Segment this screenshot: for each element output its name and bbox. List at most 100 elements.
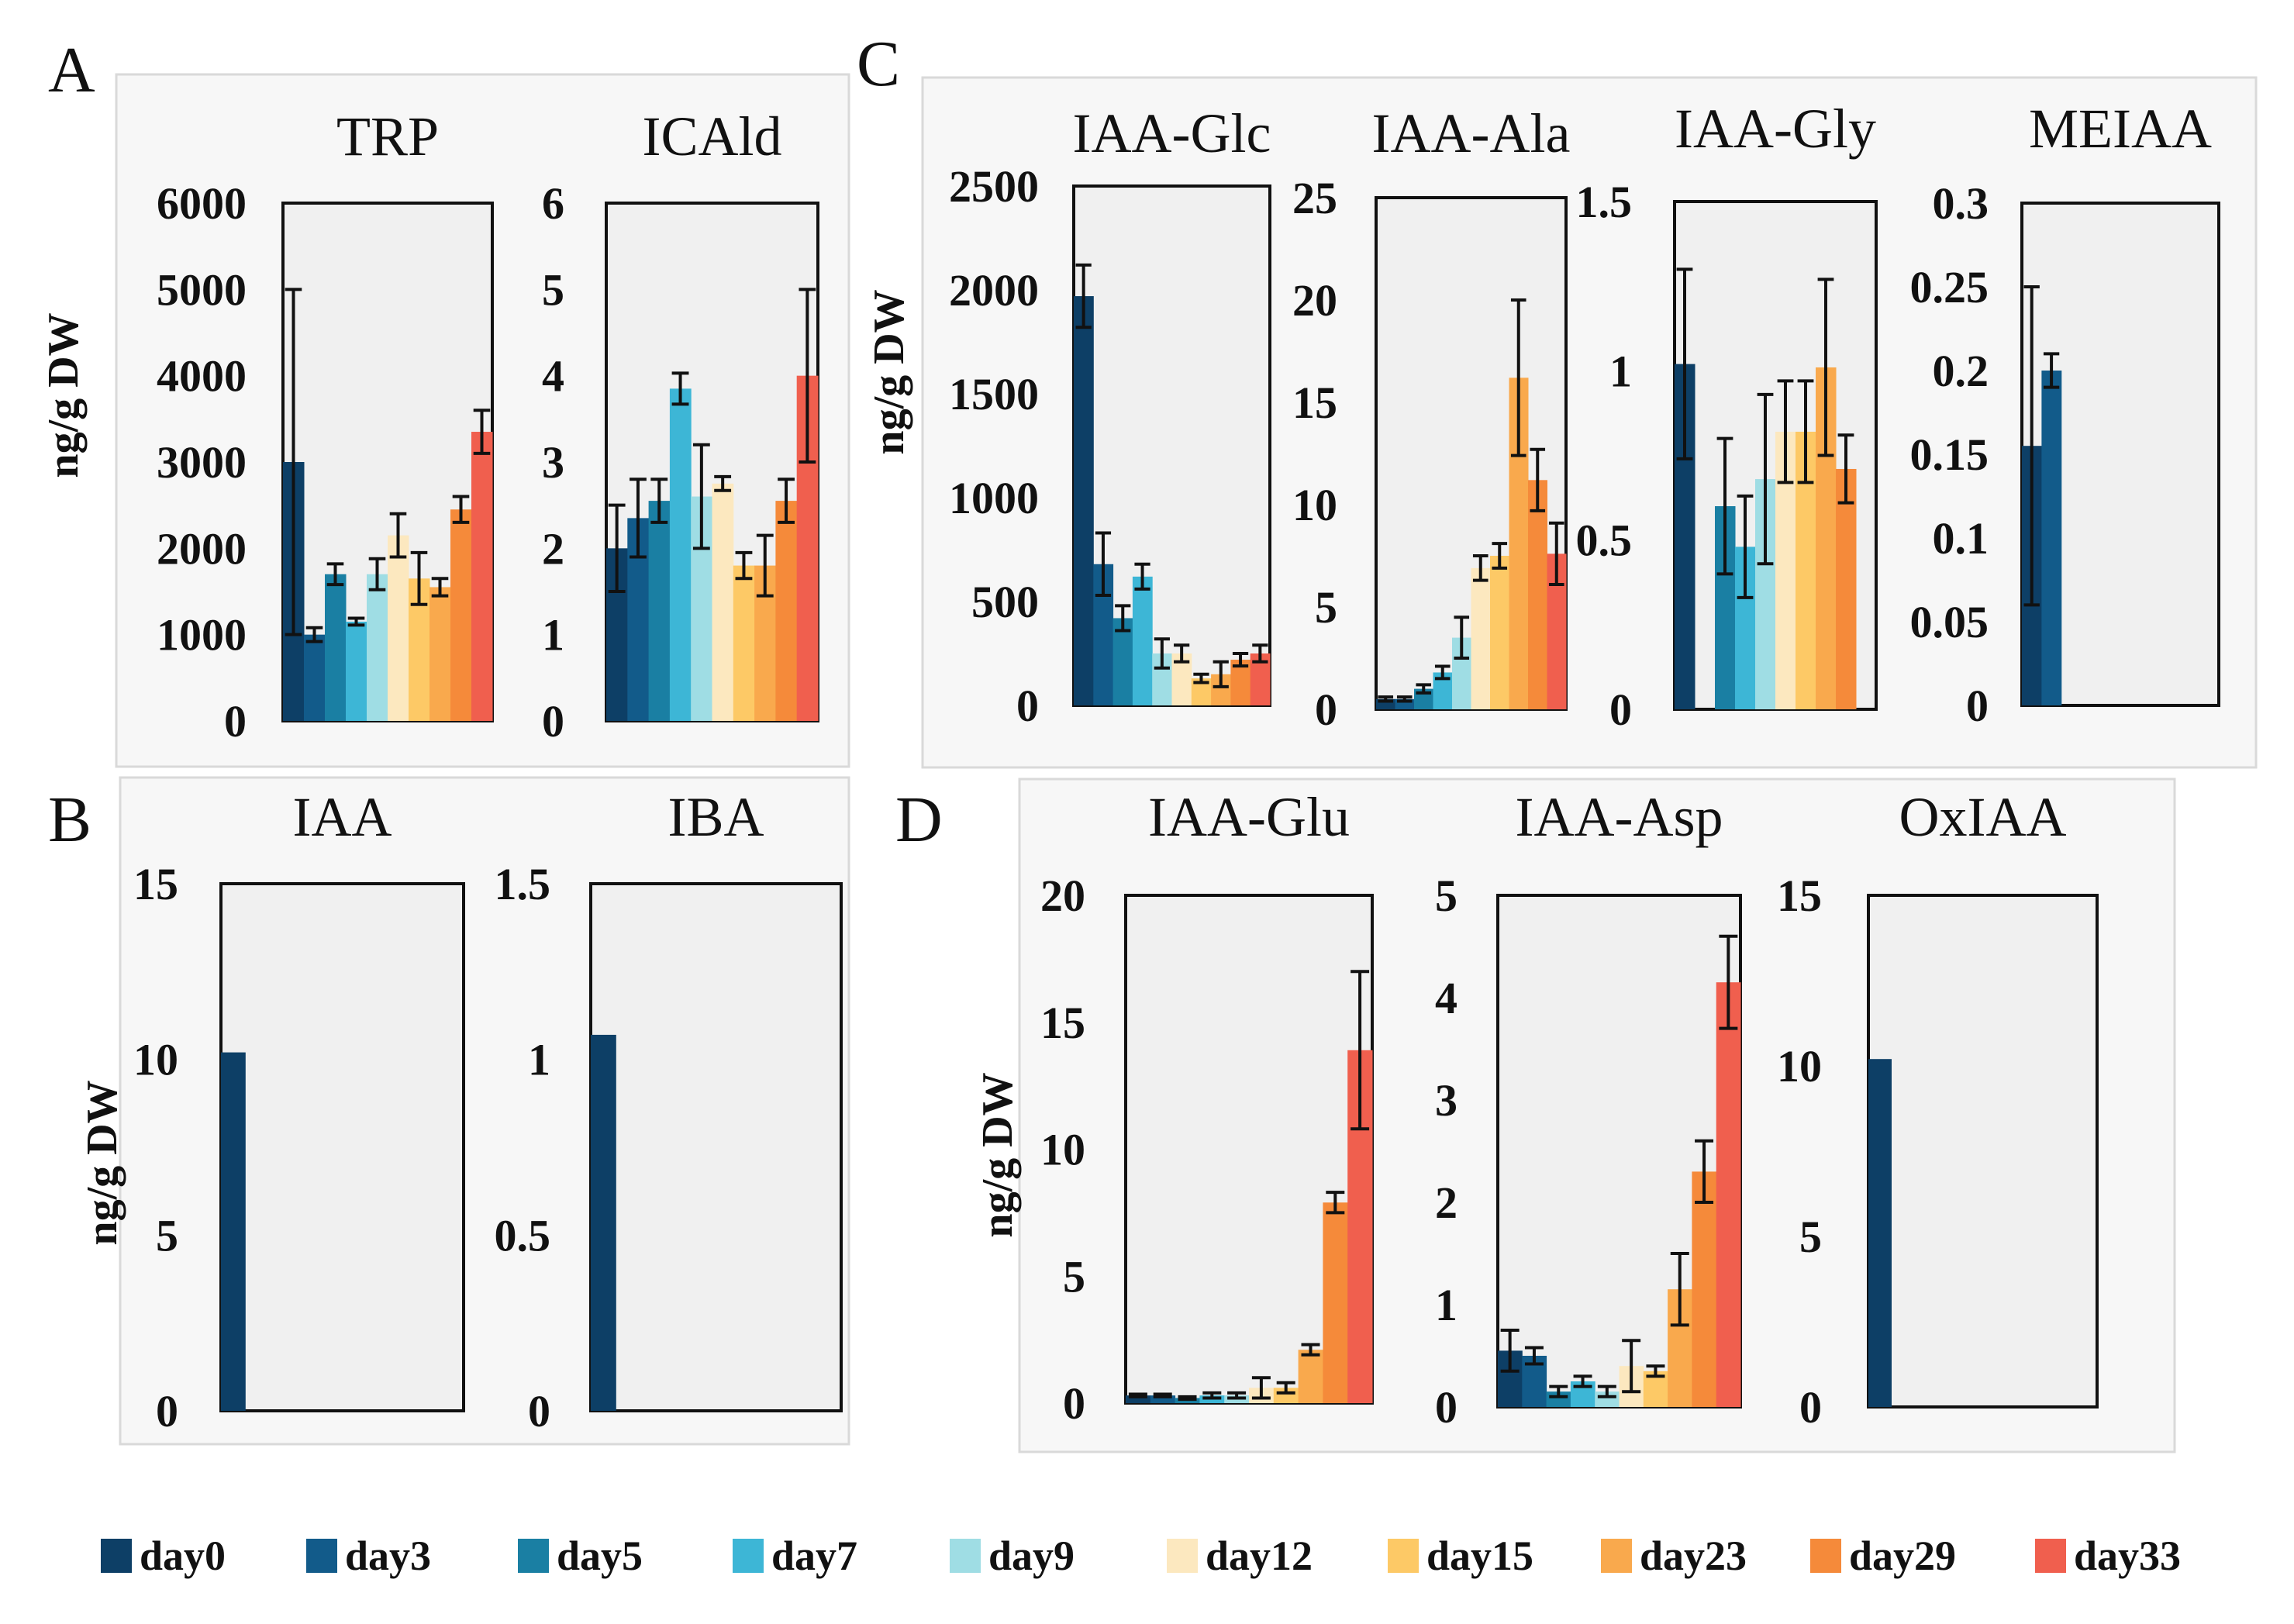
legend-label-day33: day33	[2074, 1533, 2181, 1579]
trp-errorbar-day0	[285, 288, 302, 636]
iaa-asp-ytick-label: 5	[1435, 871, 1457, 921]
icald-bar-day29	[775, 501, 798, 721]
trp-ytick-label: 3000	[157, 437, 247, 488]
iaa-gly-errorbar-day9	[1757, 392, 1774, 566]
oxiaa-bar-day0	[1868, 1059, 1892, 1407]
iaa-glu-errorbar-day5	[1178, 1395, 1197, 1402]
trp-ytick-label: 0	[224, 696, 247, 746]
iaa-glc-errorbar-day7	[1134, 562, 1150, 591]
iaa-glc-ytick-label: 2000	[949, 265, 1039, 315]
trp-ytick-label: 5000	[157, 264, 247, 315]
legend-swatch-day3	[306, 1539, 337, 1573]
iaa-ytick-label: 5	[156, 1210, 178, 1260]
meiaa-ytick-label: 0.15	[1910, 429, 1989, 480]
meiaa-errorbar-day3	[2043, 352, 2060, 389]
iba-plot-area	[589, 882, 843, 1412]
meiaa-chart: MEIAA 0 0.05 0.1 0.15 0.2 0.25 0.3	[1910, 98, 2220, 731]
meiaa-ytick-label: 0.05	[1910, 597, 1989, 647]
iaa-glu-errorbar-day0	[1128, 1392, 1147, 1398]
legend-label-day3: day3	[345, 1533, 431, 1579]
iaa-asp-errorbar-day3	[1524, 1346, 1544, 1366]
trp-errorbar-day12	[389, 512, 407, 559]
icald-errorbar-day15	[735, 550, 753, 581]
trp-title: TRP	[336, 105, 439, 167]
legend-item-day7: day7	[733, 1533, 857, 1579]
icald-errorbar-day29	[778, 478, 795, 524]
iaa-asp-ytick-label: 0	[1435, 1382, 1457, 1433]
oxiaa-plot-area	[1867, 894, 2099, 1409]
iaa-glu-errorbar-day9	[1227, 1391, 1247, 1400]
trp-ytick-label: 6000	[157, 178, 247, 229]
iaa-glu-chart: IAA-Glu 0 5 10 15 20 ng/g DW	[974, 786, 1374, 1429]
iaa-ala-errorbar-day5	[1416, 683, 1432, 695]
legend-item-day5: day5	[518, 1533, 643, 1579]
iaa-gly-errorbar-day23	[1817, 278, 1834, 457]
iaa-ala-errorbar-day9	[1454, 615, 1470, 660]
legend-label-day9: day9	[988, 1533, 1075, 1579]
iaa-glu-errorbar-day7	[1202, 1391, 1222, 1400]
legend-swatch-day23	[1601, 1539, 1632, 1573]
iaa-ala-ytick-label: 25	[1292, 173, 1337, 223]
iaa-glc-bar-day7	[1132, 576, 1153, 705]
panel-letter-a: A	[48, 34, 95, 106]
iaa-glu-bar-day3	[1150, 1395, 1176, 1403]
legend-item-day23: day23	[1601, 1533, 1747, 1579]
legend-item-day33: day33	[2035, 1533, 2181, 1579]
iaa-glu-title: IAA-Glu	[1148, 786, 1350, 848]
iaa-ala-errorbar-day3	[1396, 695, 1413, 703]
iba-ytick-label: 0.5	[495, 1210, 551, 1260]
trp-chart: TRP 0 1000 2000 3000 4000 5000 6000 ng/g DW	[40, 105, 494, 746]
oxiaa-ytick-label: 10	[1777, 1041, 1822, 1091]
trp-ytick-label: 4000	[157, 351, 247, 402]
iaa-glc-ytick-label: 500	[971, 577, 1039, 627]
iaa-asp-errorbar-day33	[1719, 934, 1738, 1030]
legend-item-day12: day12	[1167, 1533, 1313, 1579]
iaa-gly-errorbar-day7	[1737, 494, 1754, 599]
iaa-glc-errorbar-day9	[1154, 637, 1170, 670]
legend-label-day0: day0	[140, 1533, 226, 1579]
legend-label-day12: day12	[1206, 1533, 1313, 1579]
iaa-gly-errorbar-day5	[1716, 436, 1733, 576]
iaa-glu-errorbar-day33	[1351, 970, 1370, 1131]
iaa-ylabel: ng/g DW	[78, 1080, 126, 1245]
iaa-glc-errorbar-day0	[1075, 263, 1092, 329]
iaa-asp-bar-day33	[1716, 982, 1741, 1407]
iaa-glc-errorbar-day3	[1095, 531, 1112, 597]
trp-errorbar-day7	[347, 616, 365, 627]
meiaa-ytick-label: 0.3	[1933, 178, 1989, 229]
panel-letter-b: B	[48, 784, 91, 856]
iaa-ala-bar-day15	[1490, 556, 1509, 709]
icald-errorbar-day33	[799, 288, 816, 464]
iaa-ala-ytick-label: 5	[1315, 582, 1337, 633]
iaa-gly-ytick-label: 1.5	[1576, 177, 1633, 227]
iaa-title: IAA	[293, 786, 392, 848]
legend-label-day29: day29	[1849, 1533, 1956, 1579]
icald-ytick-label: 6	[542, 178, 564, 229]
legend-item-day3: day3	[306, 1533, 431, 1579]
iaa-asp-errorbar-day15	[1646, 1364, 1665, 1378]
iaa-gly-ytick-label: 0	[1609, 684, 1632, 735]
iaa-asp-errorbar-day5	[1549, 1384, 1568, 1398]
iaa-ala-errorbar-day33	[1548, 521, 1564, 586]
icald-bar-day7	[669, 388, 692, 721]
iaa-glu-errorbar-day12	[1251, 1376, 1271, 1400]
iaa-glc-errorbar-day29	[1232, 652, 1249, 668]
iaa-gly-errorbar-day0	[1676, 267, 1693, 460]
iaa-asp-ytick-label: 4	[1435, 973, 1457, 1023]
iaa-glu-ytick-label: 5	[1063, 1251, 1085, 1302]
iaa-glc-ytick-label: 0	[1016, 681, 1039, 731]
iaa-ala-chart: IAA-Ala 0 5 10 15 20 25	[1292, 102, 1570, 735]
iaa-asp-chart: IAA-Asp 0 1 2 3 4 5	[1435, 786, 1742, 1433]
iaa-plot-area	[219, 882, 465, 1412]
legend-swatch-day0	[101, 1539, 132, 1573]
iaa-glc-errorbar-day23	[1213, 660, 1229, 688]
meiaa-ytick-label: 0.25	[1910, 262, 1989, 312]
iaa-ala-errorbar-day7	[1434, 664, 1451, 681]
iaa-glc-errorbar-day12	[1174, 643, 1190, 664]
trp-errorbar-day15	[410, 550, 428, 606]
trp-bar-day23	[429, 587, 451, 721]
iaa-ala-ytick-label: 20	[1292, 275, 1337, 326]
legend-swatch-day9	[950, 1539, 981, 1573]
